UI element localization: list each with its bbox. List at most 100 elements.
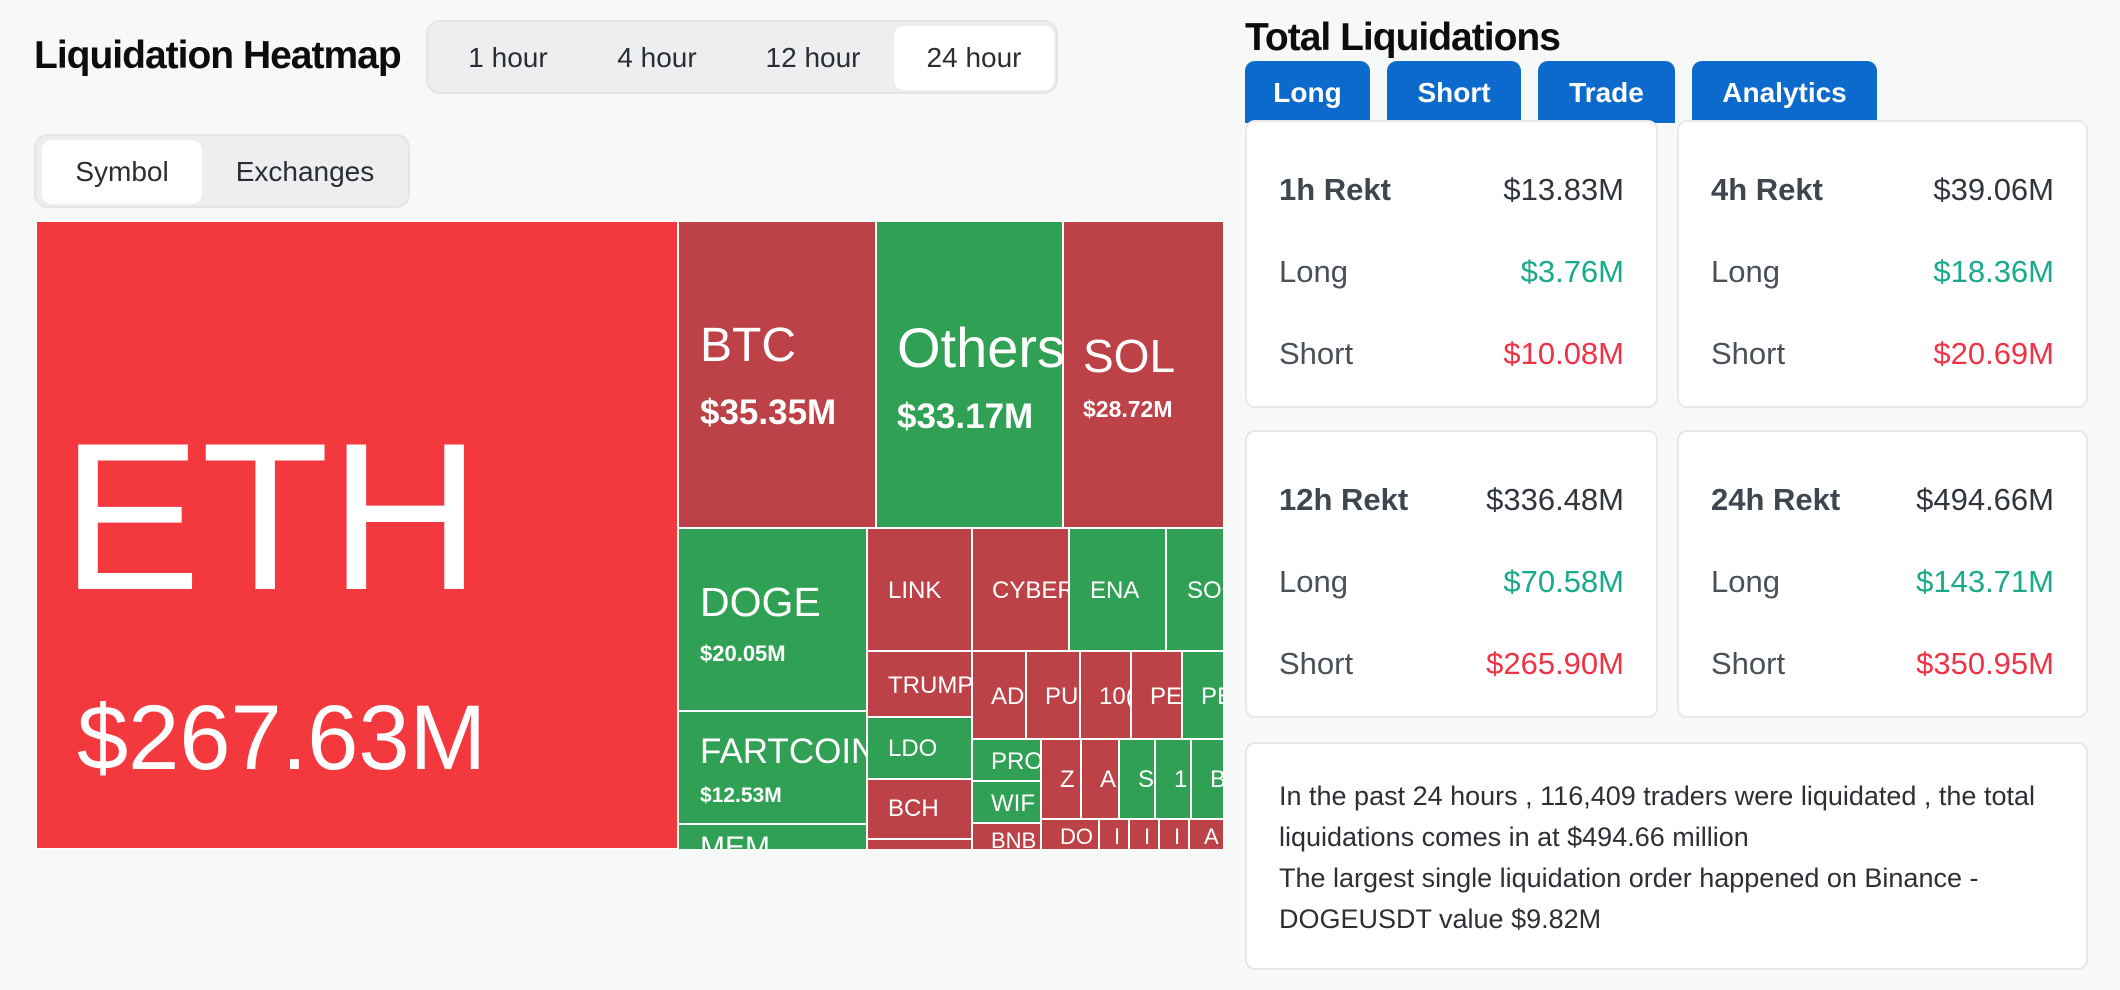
summary-line-1: In the past 24 hours , 116,409 traders w… [1279,781,2035,852]
cell-symbol: FARTCOIN [700,732,867,771]
cell-symbol: I [1174,824,1181,849]
heatmap-cell-a[interactable]: A [1081,739,1119,819]
heatmap-cell-ldo[interactable]: LDO [867,717,972,779]
cell-symbol: SOC [1187,577,1223,604]
short-label: Short [1711,336,1786,371]
rekt-card-24h: 24h Rekt $494.66M Long $143.71M Short $3… [1677,430,2088,718]
card-header: 4h Rekt $39.06M [1711,172,2054,212]
heatmap-cell-bnb[interactable]: BNB [972,823,1041,849]
heatmap-cell-fartcoin[interactable]: FARTCOIN $12.53M [678,711,867,824]
cell-symbol: PE [1201,683,1223,710]
time-range-tabs: 1 hour 4 hour 12 hour 24 hour [426,20,1058,94]
total-liquidations-title: Total Liquidations [1245,16,1561,59]
liquidation-summary: In the past 24 hours , 116,409 traders w… [1245,742,2088,970]
long-label: Long [1279,564,1348,599]
long-label: Long [1711,254,1780,289]
heatmap-cell-trump[interactable]: TRUMP [867,651,972,717]
cell-symbol: CYBER [992,577,1069,604]
card-title: 1h Rekt [1279,172,1391,207]
heatmap-cell-i[interactable]: I [1099,819,1129,849]
heatmap-cell-b[interactable]: B [1191,739,1224,819]
card-title: 24h Rekt [1711,482,1841,517]
rekt-card-12h: 12h Rekt $336.48M Long $70.58M Short $26… [1245,430,1658,718]
card-total: $336.48M [1486,482,1624,517]
short-button[interactable]: Short [1387,61,1521,123]
trade-button[interactable]: Trade [1538,61,1675,123]
heatmap-cell-link[interactable]: LINK [867,528,972,651]
cell-symbol: A [1204,824,1219,849]
heatmap-treemap: ETH $267.63M BTC $35.35M Others $33.17M … [36,221,1224,849]
long-value: $3.76M [1520,254,1624,289]
cell-symbol: 1 [1174,766,1188,793]
heatmap-cell-1[interactable]: 1 [1155,739,1191,819]
card-header: 24h Rekt $494.66M [1711,482,2054,522]
cell-symbol: TRUMP [888,672,972,699]
heatmap-cell-pe-2[interactable]: PE [1182,651,1224,739]
heatmap-cell-ena[interactable]: ENA [1069,528,1166,651]
cell-symbol: PE [1150,683,1182,710]
card-long-row: Long $143.71M [1711,564,2054,604]
heatmap-cell-s[interactable]: S [1119,739,1155,819]
heatmap-cell-btc[interactable]: BTC $35.35M [678,221,876,528]
long-button[interactable]: Long [1245,61,1370,123]
heatmap-cell-doge[interactable]: DOGE $20.05M [678,528,867,711]
heatmap-cell-a-2[interactable]: A [1189,819,1224,849]
short-label: Short [1711,646,1786,681]
cell-value: $28.72M [1083,396,1173,422]
cell-symbol: Others [897,316,1063,379]
cell-value: $267.63M [77,687,487,789]
cell-symbol: SOL [1083,330,1176,382]
tab-24-hour[interactable]: 24 hour [894,26,1054,90]
long-label: Long [1711,564,1780,599]
heatmap-cell-pe[interactable]: PE [1131,651,1182,739]
tab-1-hour[interactable]: 1 hour [468,42,548,73]
cell-symbol: I [1114,824,1121,849]
heatmap-cell-i-2[interactable]: I [1129,819,1159,849]
long-value: $143.71M [1916,564,2054,599]
heatmap-cell-cyber[interactable]: CYBER [972,528,1069,651]
heatmap-cell-eth[interactable]: ETH $267.63M [36,221,678,849]
short-label: Short [1279,646,1354,681]
tab-exchanges[interactable]: Exchanges [235,156,375,187]
card-title: 12h Rekt [1279,482,1409,517]
liquidation-heatmap-panel: Liquidation Heatmap 1 hour 4 hour 12 hou… [34,20,1224,849]
long-label: Long [1279,254,1348,289]
short-value: $265.90M [1486,646,1624,681]
tab-4-hour[interactable]: 4 hour [617,42,697,73]
cell-symbol: LINK [888,577,942,604]
heatmap-cell-z[interactable]: Z [1041,739,1081,819]
heatmap-cell-sol[interactable]: SOL $28.72M [1063,221,1224,528]
analytics-button[interactable]: Analytics [1692,61,1877,123]
cell-symbol: ENA [1090,577,1140,604]
cell-value: $12.53M [700,784,782,807]
cell-symbol: B [1210,768,1223,792]
heatmap-cell-do[interactable]: DO [1041,819,1099,849]
card-long-row: Long $70.58M [1279,564,1624,604]
heatmap-cell-i-3[interactable]: I [1159,819,1189,849]
view-tabs: Symbol Exchanges [34,134,410,208]
heatmap-cell-soc[interactable]: SOC [1166,528,1224,651]
heatmap-cell-pu[interactable]: PU [1026,651,1080,739]
cell-symbol: PRO [991,748,1041,775]
page-title: Liquidation Heatmap [34,34,402,77]
card-short-row: Short $265.90M [1279,646,1624,686]
heatmap-cell-mem[interactable]: MEM [678,824,867,849]
tab-12-hour[interactable]: 12 hour [765,42,861,73]
heatmap-cell-bch[interactable]: BCH [867,779,972,839]
short-value: $10.08M [1503,336,1624,371]
cell-value: $20.05M [700,641,786,666]
heatmap-cell-others[interactable]: Others $33.17M [876,221,1063,528]
heatmap-cell-pro[interactable]: PRO [972,739,1041,781]
card-short-row: Short $20.69M [1711,336,2054,376]
heatmap-cell-10[interactable]: 10( [1080,651,1131,739]
card-total: $13.83M [1503,172,1624,207]
card-title: 4h Rekt [1711,172,1823,207]
cell-symbol: AD [991,683,1025,710]
cell-value: $33.17M [897,397,1034,436]
rekt-card-4h: 4h Rekt $39.06M Long $18.36M Short $20.6… [1677,120,2088,408]
heatmap-cell-wif[interactable]: WIF [972,781,1041,823]
heatmap-cell-tiny[interactable] [867,839,972,849]
heatmap-cell-ad[interactable]: AD [972,651,1026,739]
card-short-row: Short $10.08M [1279,336,1624,376]
tab-symbol[interactable]: Symbol [42,140,202,204]
